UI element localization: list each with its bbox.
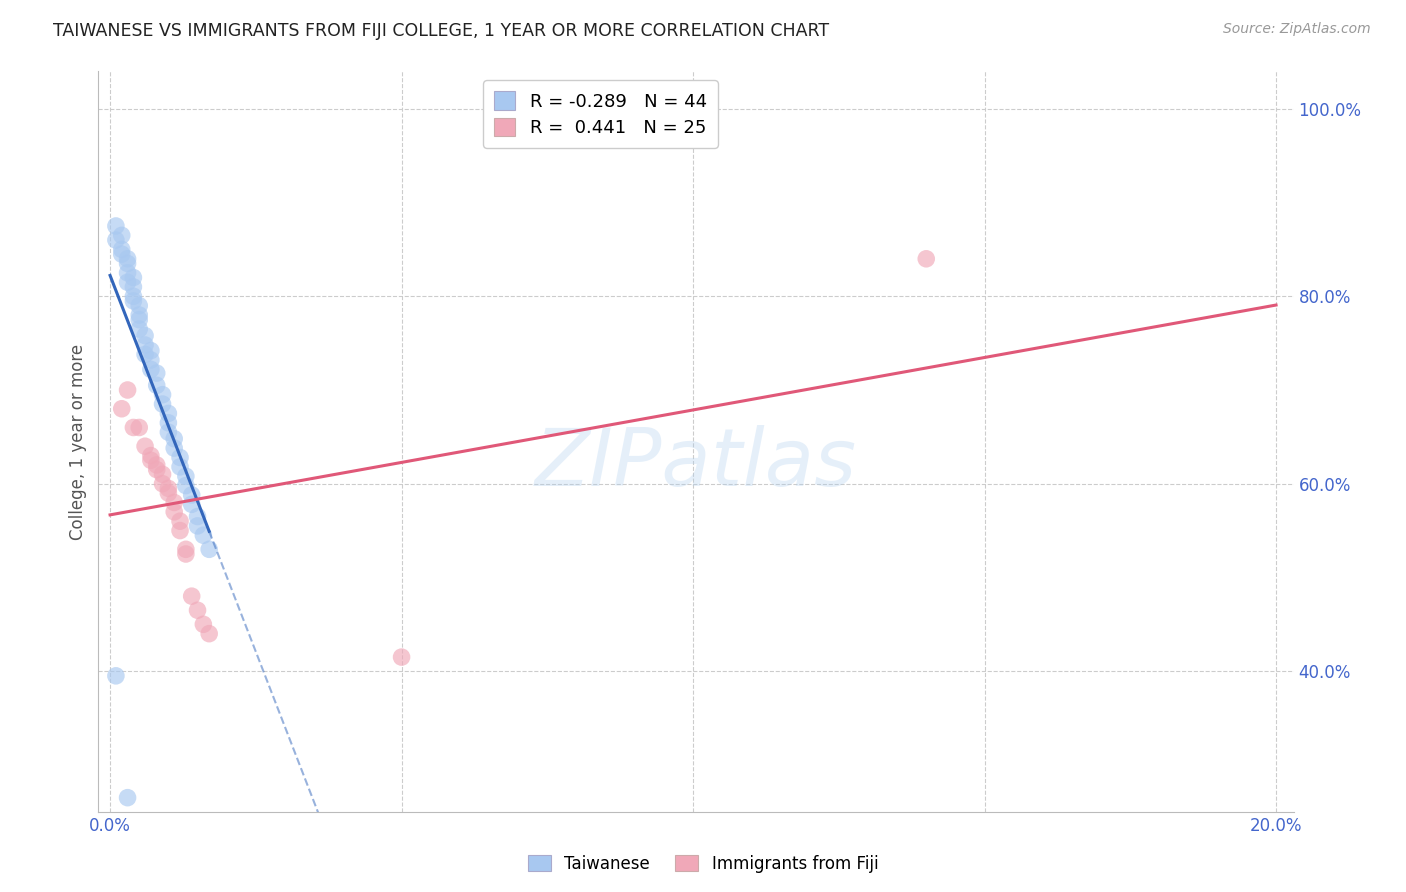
Point bbox=[163, 441, 186, 455]
Point bbox=[186, 509, 208, 524]
Text: TAIWANESE VS IMMIGRANTS FROM FIJI COLLEGE, 1 YEAR OR MORE CORRELATION CHART: TAIWANESE VS IMMIGRANTS FROM FIJI COLLEG… bbox=[53, 22, 830, 40]
Point bbox=[180, 497, 202, 511]
Point bbox=[157, 406, 180, 420]
Point bbox=[139, 362, 162, 376]
Point bbox=[157, 416, 180, 430]
Point bbox=[174, 469, 197, 483]
Point bbox=[193, 528, 215, 542]
Point bbox=[139, 343, 162, 358]
Point bbox=[391, 650, 413, 665]
Point bbox=[122, 289, 145, 303]
Point bbox=[163, 505, 186, 519]
Point bbox=[104, 219, 127, 233]
Point bbox=[152, 467, 174, 482]
Point bbox=[180, 589, 202, 603]
Point bbox=[111, 228, 134, 243]
Y-axis label: College, 1 year or more: College, 1 year or more bbox=[69, 343, 87, 540]
Point bbox=[139, 449, 162, 463]
Point bbox=[163, 495, 186, 509]
Point bbox=[169, 450, 191, 465]
Point bbox=[169, 459, 191, 474]
Point bbox=[122, 280, 145, 294]
Point bbox=[174, 478, 197, 492]
Point bbox=[139, 453, 162, 467]
Point bbox=[128, 299, 150, 313]
Point bbox=[111, 247, 134, 261]
Point bbox=[180, 488, 202, 502]
Point bbox=[169, 514, 191, 528]
Point bbox=[128, 322, 150, 336]
Legend: Taiwanese, Immigrants from Fiji: Taiwanese, Immigrants from Fiji bbox=[522, 848, 884, 880]
Point bbox=[145, 463, 167, 477]
Point bbox=[104, 669, 127, 683]
Point bbox=[134, 338, 156, 352]
Point bbox=[128, 420, 150, 434]
Text: ZIPatlas: ZIPatlas bbox=[534, 425, 858, 503]
Point bbox=[134, 439, 156, 453]
Point bbox=[152, 387, 174, 401]
Point bbox=[157, 425, 180, 439]
Point bbox=[193, 617, 215, 632]
Point bbox=[186, 603, 208, 617]
Point bbox=[111, 243, 134, 257]
Point bbox=[122, 420, 145, 434]
Point bbox=[122, 270, 145, 285]
Point bbox=[157, 482, 180, 496]
Point bbox=[145, 458, 167, 472]
Point bbox=[152, 476, 174, 491]
Point bbox=[139, 353, 162, 368]
Point bbox=[157, 486, 180, 500]
Point bbox=[128, 308, 150, 322]
Point bbox=[152, 397, 174, 411]
Point bbox=[163, 432, 186, 446]
Point bbox=[198, 626, 221, 640]
Point bbox=[134, 347, 156, 361]
Point bbox=[915, 252, 938, 266]
Point bbox=[145, 378, 167, 392]
Point bbox=[169, 524, 191, 538]
Point bbox=[145, 366, 167, 380]
Point bbox=[117, 252, 139, 266]
Point bbox=[128, 312, 150, 326]
Legend: R = -0.289   N = 44, R =  0.441   N = 25: R = -0.289 N = 44, R = 0.441 N = 25 bbox=[482, 80, 718, 148]
Point bbox=[174, 542, 197, 557]
Point bbox=[186, 519, 208, 533]
Point bbox=[117, 266, 139, 280]
Point bbox=[174, 547, 197, 561]
Text: Source: ZipAtlas.com: Source: ZipAtlas.com bbox=[1223, 22, 1371, 37]
Point bbox=[198, 542, 221, 557]
Point bbox=[122, 293, 145, 308]
Point bbox=[117, 275, 139, 289]
Point bbox=[117, 256, 139, 270]
Point bbox=[117, 790, 139, 805]
Point bbox=[134, 328, 156, 343]
Point bbox=[117, 383, 139, 397]
Point bbox=[111, 401, 134, 416]
Point bbox=[104, 233, 127, 247]
